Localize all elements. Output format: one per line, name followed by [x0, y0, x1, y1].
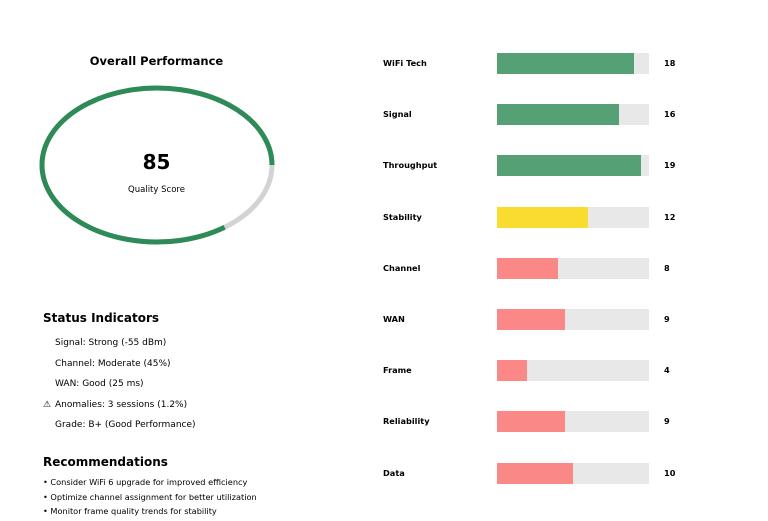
metric-track: [497, 411, 649, 433]
metric-label: Throughput: [383, 160, 438, 171]
status-item: Signal: Strong (-55 dBm): [43, 337, 196, 358]
metric-label: Reliability: [383, 416, 430, 427]
metric-track: [497, 104, 649, 126]
gauge-svg: [39, 85, 275, 245]
metric-label: WiFi Tech: [383, 58, 427, 68]
metric-label: Stability: [383, 211, 422, 222]
metric-bar: [497, 309, 566, 330]
status-item: WAN: Good (25 ms): [43, 378, 196, 399]
metric-track: [497, 309, 649, 330]
status-item-text: Grade: B+ (Good Performance): [55, 420, 196, 430]
status-list: Signal: Strong (-55 dBm) Channel: Modera…: [43, 337, 196, 440]
overall-performance-title: Overall Performance: [89, 54, 224, 68]
metric-bar: [497, 257, 558, 279]
recommendation-item: • Monitor frame quality trends for stabi…: [43, 506, 217, 516]
metric-track: [497, 360, 649, 382]
warning-icon: ⚠: [43, 399, 52, 410]
metric-value: 4: [664, 365, 670, 376]
metric-row: Data 10: [383, 462, 713, 485]
metric-bar: [497, 155, 642, 177]
metric-row: Stability 12: [383, 206, 713, 229]
metric-row: Throughput 19: [383, 155, 713, 177]
metric-bar: [497, 53, 634, 74]
metric-value: 12: [664, 211, 676, 222]
metric-bar: [497, 411, 566, 433]
metric-row: WAN 9: [383, 309, 713, 331]
metric-label: Data: [383, 467, 405, 478]
metric-label: Channel: [383, 262, 421, 273]
metric-value: 8: [664, 262, 670, 273]
metric-bar: [497, 104, 619, 126]
quality-score-value: 85: [142, 150, 171, 174]
status-item: Channel: Moderate (45%): [43, 358, 196, 379]
gauge-arc: [39, 85, 275, 245]
status-item-text: Anomalies: 3 sessions (1.2%): [55, 399, 188, 410]
status-item-text: Channel: Moderate (45%): [55, 358, 171, 369]
metric-track: [497, 206, 649, 228]
metric-row: Signal 16: [383, 104, 713, 126]
metric-value: 10: [664, 467, 676, 478]
metric-track: [497, 53, 649, 74]
status-item-text: Signal: Strong (-55 dBm): [55, 338, 167, 348]
recommendation-item: • Consider WiFi 6 upgrade for improved e…: [43, 477, 248, 487]
metric-track: [497, 155, 649, 177]
recommendations-title: Recommendations: [43, 455, 168, 469]
recommendations-list: • Consider WiFi 6 upgrade for improved e…: [43, 477, 257, 521]
status-item-text: WAN: Good (25 ms): [55, 379, 144, 389]
metric-track: [497, 462, 649, 484]
metric-bar: [497, 360, 528, 382]
metric-value: 19: [664, 160, 676, 171]
metric-label: Signal: [383, 109, 412, 120]
metric-bar: [497, 462, 573, 484]
recommendation-item: • Optimize channel assignment for better…: [43, 491, 257, 502]
metric-value: 9: [664, 416, 670, 427]
overall-panel: Overall Performance 85 Quality Score Sta…: [0, 0, 320, 516]
metric-bar: [497, 206, 589, 228]
status-indicators-title: Status Indicators: [43, 311, 160, 325]
metric-track: [497, 257, 649, 279]
metric-value: 16: [664, 109, 676, 120]
metric-label: Frame: [383, 365, 412, 376]
quality-gauge: [38, 85, 276, 245]
status-item: Grade: B+ (Good Performance): [43, 419, 196, 440]
metric-value: 18: [664, 58, 676, 68]
quality-score-label: Quality Score: [128, 185, 185, 195]
metric-row: Channel 8: [383, 257, 713, 280]
metric-row: Reliability 9: [383, 411, 713, 433]
metric-value: 9: [664, 314, 670, 324]
metric-row: WiFi Tech 18: [383, 53, 713, 75]
metric-label: WAN: [383, 314, 405, 324]
metric-row: Frame 4: [383, 360, 713, 382]
status-item: ⚠ Anomalies: 3 sessions (1.2%): [43, 399, 196, 420]
